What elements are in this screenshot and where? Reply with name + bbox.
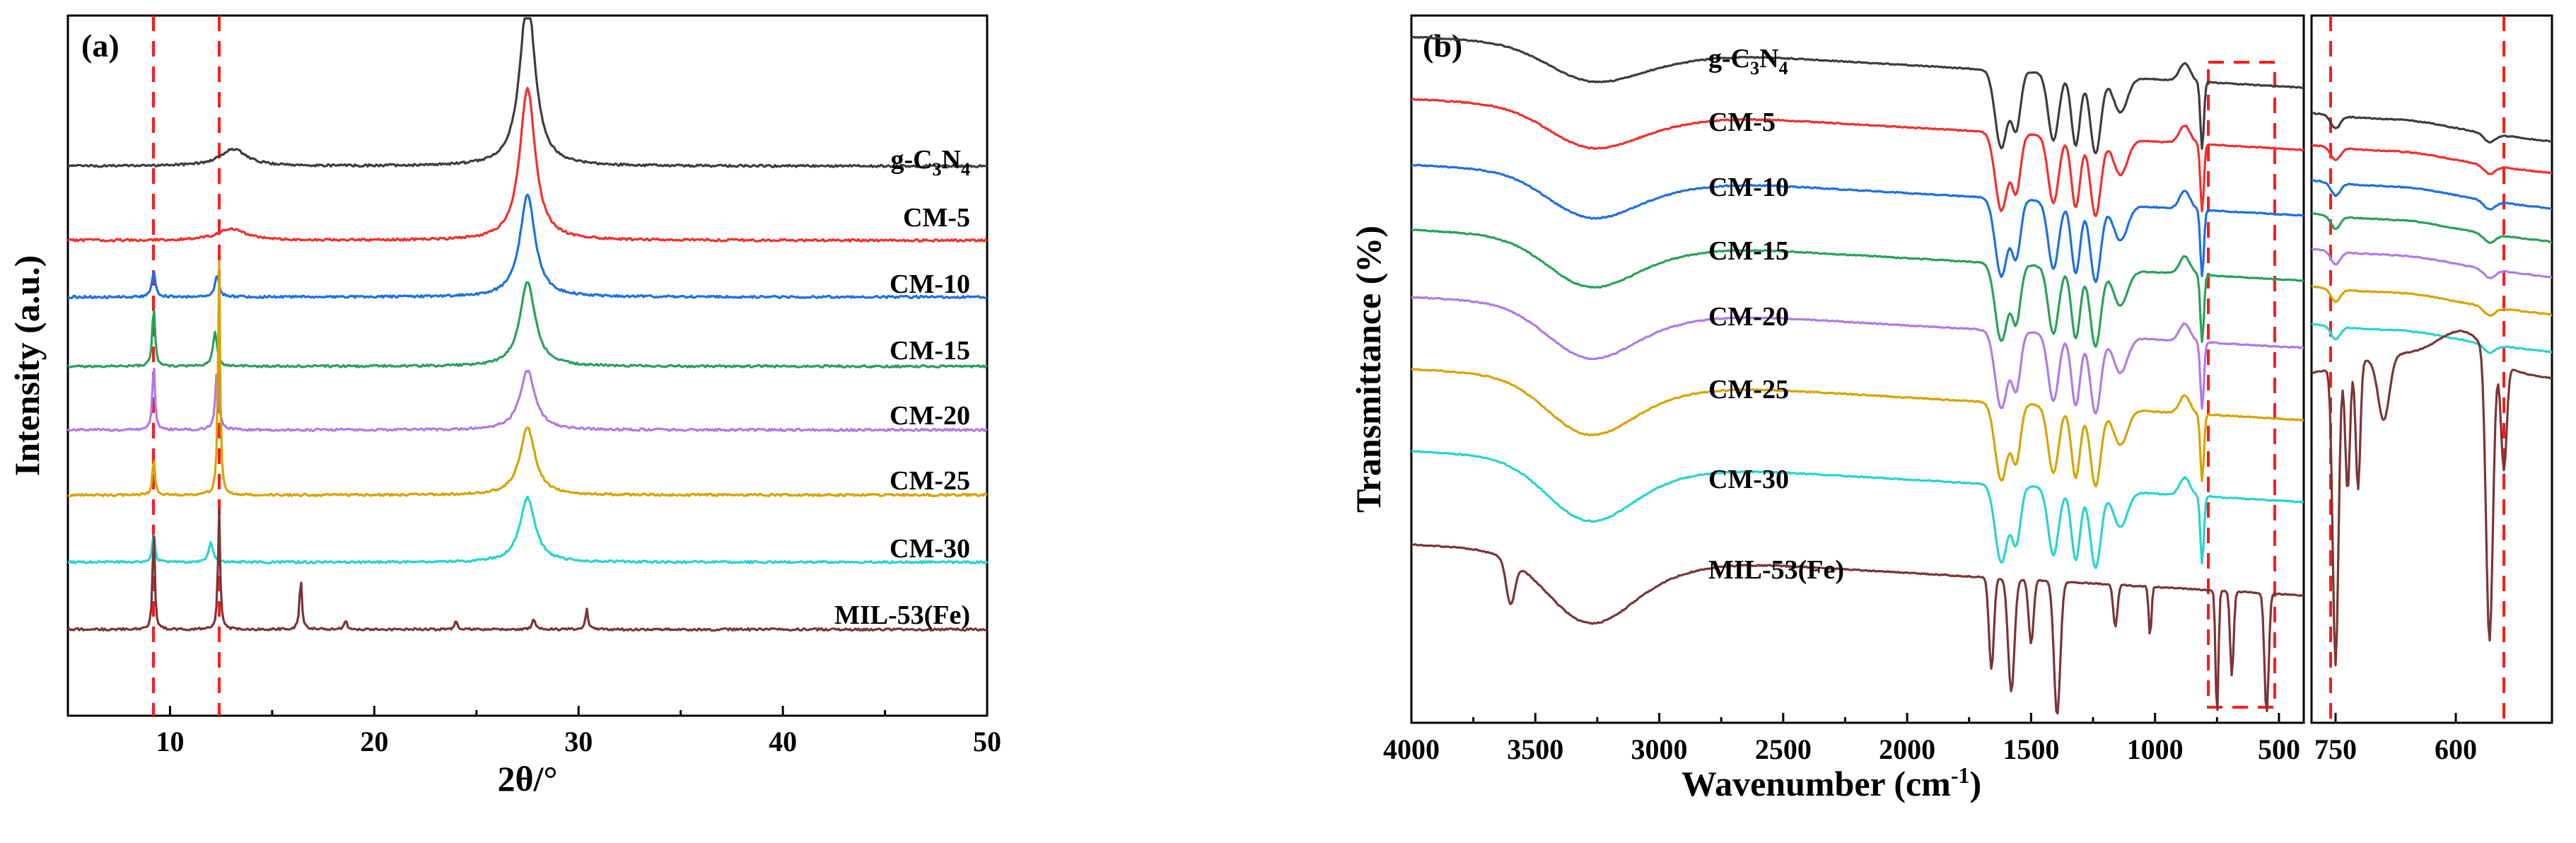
ftir-trace-cm-30	[1411, 450, 2304, 569]
x-title-b-end: )	[1969, 764, 1981, 803]
series-label-b-cm-5: CM-5	[1708, 107, 1776, 137]
panel-a-label: (a)	[81, 28, 120, 64]
ftir-trace-cm-15	[1411, 228, 2304, 348]
ftir-inset-trace-cm-30	[2311, 322, 2553, 354]
a-x-tick-label-30: 30	[564, 726, 593, 757]
a-x-tick-label-20: 20	[360, 726, 388, 757]
b-x-tick-label-3500: 3500	[1507, 733, 1563, 765]
panel-a-x-axis-title: 2θ/°	[498, 759, 558, 798]
ftir-inset-trace-cm-5	[2311, 144, 2553, 175]
b-x-tick-label-2000: 2000	[1879, 733, 1935, 765]
series-label-b-mil-53: MIL-53(Fe)	[1708, 555, 1844, 585]
label-g-c3n4-main: g-C	[890, 145, 932, 175]
series-label-cm-15: CM-15	[890, 336, 970, 366]
panel-b-series-labels: g-C3N4 CM-5 CM-10 CM-15 CM-20 CM-25 CM-3…	[1708, 44, 1844, 585]
panel-a-y-axis-title: Intensity (a.u.)	[7, 255, 47, 477]
ftir-inset-trace-cm-25	[2311, 284, 2553, 318]
b-x-tick-label-1000: 1000	[2127, 733, 2184, 765]
series-label-cm-20: CM-20	[890, 401, 970, 431]
ftir-inset-trace-mil-53-fe	[2311, 330, 2553, 667]
a-x-tick-label-40: 40	[769, 726, 797, 757]
ftir-trace-cm-25	[1411, 368, 2304, 488]
label-g-c3n4-sub1: 3	[933, 159, 942, 180]
xrd-trace-g-c3n4	[67, 17, 988, 168]
ftir-inset-trace-g-c3n4	[2311, 111, 2553, 144]
panel-a-xrd: (a) g-C3N4 CM-5 CM-10 CM-15 CM-20 CM-25 …	[7, 14, 1001, 798]
x-title-b-main: Wavenumber (cm	[1682, 764, 1951, 803]
panel-b-main-frame	[1410, 14, 2305, 724]
ftir-inset-trace-cm-10	[2311, 179, 2553, 211]
xrd-trace-cm-30	[67, 495, 989, 565]
series-label-cm-30: CM-30	[890, 534, 970, 564]
b-x-tick-label-3000: 3000	[1631, 733, 1688, 765]
series-label-mil-53: MIL-53(Fe)	[834, 600, 970, 630]
label-b-g-c3n4-sub2: 4	[1779, 58, 1788, 79]
panel-b-x-axis-title: Wavenumber (cm-1)	[1682, 762, 1981, 803]
x-title-b-sup: -1	[1951, 762, 1970, 788]
series-label-g-c3n4: g-C3N4	[890, 145, 970, 180]
panel-b-inset-traces	[2311, 111, 2553, 667]
panel-a-traces	[66, 17, 989, 632]
ftir-trace-cm-10	[1411, 163, 2304, 284]
ftir-trace-g-c3n4	[1411, 35, 2304, 155]
series-label-b-cm-30: CM-30	[1708, 465, 1789, 494]
panel-b-ftir: (b) g-C3N4 CM-5 CM-10 CM-15 CM-20 CM-25 …	[1348, 14, 2553, 803]
panel-b-x-ticks: 4000 3500 3000 2500 2000 1500 1000 500	[1383, 713, 2300, 765]
ftir-inset-trace-cm-20	[2311, 247, 2553, 279]
b-x-tick-label-4000: 4000	[1383, 733, 1440, 765]
series-label-cm-25: CM-25	[890, 466, 970, 496]
panel-a-x-ticks: 10 20 30 40 50	[156, 706, 1001, 757]
label-g-c3n4-mid: N	[942, 145, 961, 175]
b-x-tick-label-500: 500	[2258, 733, 2300, 765]
label-b-g-c3n4-main: g-C	[1708, 44, 1750, 74]
panel-b-y-axis-title: Transmittance (%)	[1348, 226, 1388, 513]
a-x-tick-label-50: 50	[973, 726, 1001, 757]
ftir-trace-cm-5	[1411, 98, 2304, 218]
series-label-b-g-c3n4: g-C3N4	[1708, 44, 1788, 79]
xrd-trace-cm-20	[66, 367, 988, 433]
panel-b-label: (b)	[1423, 28, 1462, 64]
series-label-b-cm-25: CM-25	[1708, 375, 1789, 405]
xrd-trace-mil-53-fe	[66, 508, 988, 632]
panel-b-inset-x-ticks: 750 600	[2314, 713, 2477, 765]
series-label-cm-5: CM-5	[903, 203, 970, 233]
panel-b-highlight-box	[2207, 61, 2276, 709]
series-label-b-cm-15: CM-15	[1708, 236, 1789, 266]
label-b-g-c3n4-sub1: 3	[1750, 58, 1759, 79]
series-label-cm-10: CM-10	[890, 269, 970, 299]
panel-a-series-labels: g-C3N4 CM-5 CM-10 CM-15 CM-20 CM-25 CM-3…	[834, 145, 970, 630]
xrd-trace-cm-5	[66, 86, 989, 243]
panel-b-traces	[1411, 35, 2304, 715]
b-x-tick-label-2500: 2500	[1755, 733, 1812, 765]
series-label-b-cm-20: CM-20	[1708, 302, 1789, 332]
b-x-tick-label-1500: 1500	[2003, 733, 2059, 765]
b-inset-x-tick-label-750: 750	[2314, 733, 2357, 765]
label-b-g-c3n4-mid: N	[1759, 44, 1778, 74]
ftir-trace-cm-20	[1411, 296, 2304, 414]
xrd-trace-cm-25	[67, 260, 988, 498]
ftir-inset-trace-cm-15	[2311, 212, 2553, 245]
ftir-trace-mil-53-fe	[1411, 543, 2304, 715]
label-g-c3n4-sub2: 4	[961, 159, 970, 180]
xrd-trace-cm-10	[67, 193, 988, 300]
a-x-tick-label-10: 10	[156, 726, 184, 757]
b-inset-x-tick-label-600: 600	[2435, 733, 2477, 765]
series-label-b-cm-10: CM-10	[1708, 173, 1789, 202]
panel-b-inset-frame	[2310, 14, 2553, 724]
